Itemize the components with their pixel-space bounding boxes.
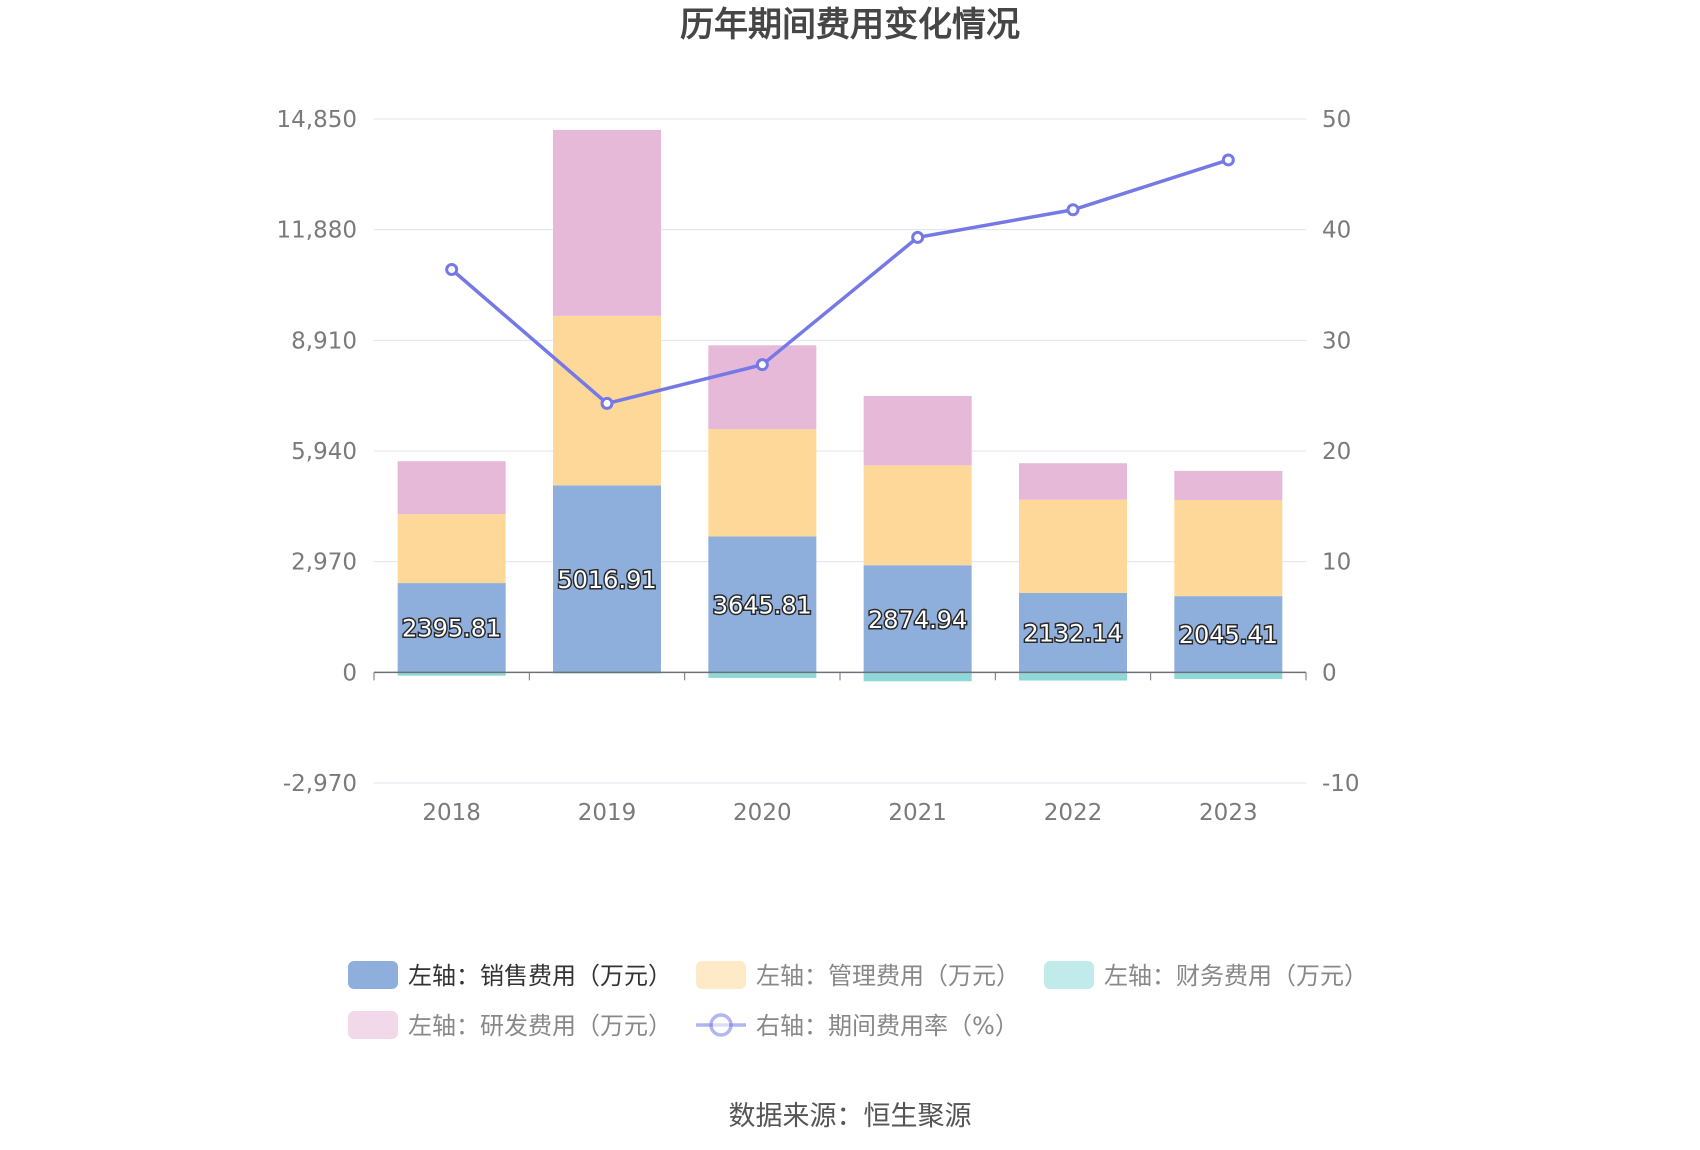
y-axis-left: 14,850 11,880 8,910 5,940 2,970 0 -2,970 [277, 107, 357, 797]
legend-label: 右轴：期间费用率（%） [756, 1012, 1019, 1040]
data-label: 2874.94 [868, 606, 967, 634]
bar-rd [708, 345, 817, 430]
legend-swatch-rd [348, 1011, 398, 1039]
rate-series-line [450, 158, 1229, 406]
legend-label: 左轴：研发费用（万元） [408, 1012, 672, 1040]
legend-label: 左轴：财务费用（万元） [1104, 962, 1368, 990]
bars [397, 129, 1283, 682]
y-right-tick-label: -10 [1322, 771, 1360, 797]
data-label: 2132.14 [1023, 620, 1122, 648]
bar-finance [1019, 672, 1127, 681]
rate-point [600, 396, 614, 410]
y-axis-right: 50 40 30 20 10 0 -10 [1322, 107, 1360, 797]
y-right-tick-label: 0 [1322, 660, 1337, 686]
bar-mgmt [708, 429, 817, 537]
bar-finance [1174, 672, 1283, 680]
bar-sales [1019, 592, 1127, 673]
rate-point [445, 263, 459, 277]
bar-mgmt [1019, 499, 1127, 593]
legend-circle-icon [709, 1013, 733, 1037]
grid-lines [374, 118, 1306, 784]
data-labels: 2395.81 5016.91 3645.81 2874.94 2132.14 2045.… [401, 564, 1280, 650]
x-tick-label: 2018 [422, 800, 481, 826]
y-right-tick-label: 10 [1322, 550, 1351, 576]
rate-point [1221, 153, 1235, 167]
legend: 左轴：销售费用（万元） 左轴：管理费用（万元） 左轴：财务费用（万元） 左轴：研发费用… [348, 961, 1368, 1040]
x-axis [373, 671, 1307, 681]
y-left-tick-label: 5,940 [291, 439, 357, 465]
bar-rd [397, 461, 506, 515]
bar-rd [1174, 470, 1283, 500]
x-tick-label: 2023 [1199, 800, 1258, 826]
x-axis-labels: 2018 2019 2020 2021 2022 2023 [422, 800, 1257, 826]
chart-title: 历年期间费用变化情况 [680, 5, 1020, 45]
bar-sales [397, 583, 506, 673]
data-label: 3645.81 [713, 591, 812, 619]
rate-point [911, 230, 925, 244]
x-tick-label: 2022 [1044, 800, 1103, 826]
legend-swatch-mgmt [696, 961, 746, 989]
y-right-tick-label: 30 [1322, 328, 1351, 354]
bar-rd [863, 396, 972, 466]
x-tick-label: 2020 [733, 800, 792, 826]
legend-swatch-finance [1044, 961, 1094, 989]
y-left-tick-label: 0 [342, 660, 357, 686]
legend-label: 左轴：管理费用（万元） [756, 962, 1020, 990]
bar-finance [863, 672, 972, 682]
bar-mgmt [863, 465, 972, 566]
bar-mgmt [1174, 499, 1283, 597]
y-left-tick-label: 11,880 [277, 218, 357, 244]
y-right-tick-label: 20 [1322, 439, 1351, 465]
bar-sales [1174, 596, 1283, 673]
y-left-tick-label: 8,910 [291, 328, 357, 354]
y-left-tick-label: -2,970 [283, 771, 357, 797]
y-left-tick-label: 14,850 [277, 107, 357, 133]
data-label: 2045.41 [1179, 621, 1278, 649]
data-label: 5016.91 [557, 566, 656, 594]
bar-sales [708, 536, 817, 673]
bar-rd [1019, 463, 1127, 500]
bar-finance [708, 672, 817, 678]
bar-mgmt [397, 514, 506, 584]
legend-label: 左轴：销售费用（万元） [408, 962, 672, 990]
y-right-tick-label: 50 [1322, 107, 1351, 133]
x-tick-label: 2021 [888, 800, 947, 826]
data-label: 2395.81 [402, 615, 501, 643]
rate-point [755, 358, 769, 372]
rate-point [1066, 203, 1080, 217]
bar-sales [553, 485, 661, 673]
x-tick-label: 2019 [578, 800, 637, 826]
y-left-tick-label: 2,970 [291, 550, 357, 576]
bar-sales [863, 565, 972, 673]
bar-rd [553, 129, 661, 316]
y-right-tick-label: 40 [1322, 218, 1351, 244]
data-source: 数据来源：恒生聚源 [729, 1101, 972, 1132]
rate-line [445, 153, 1235, 410]
legend-swatch-sales [348, 961, 398, 989]
bar-finance [397, 672, 506, 676]
